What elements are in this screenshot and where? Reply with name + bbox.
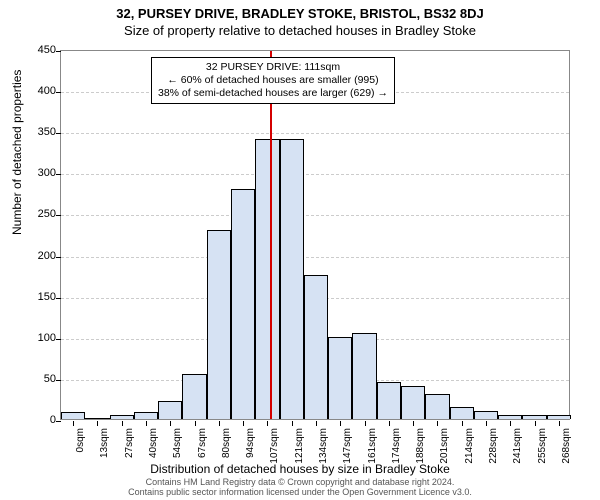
histogram-bar — [547, 415, 571, 419]
annotation-line2: ← 60% of detached houses are smaller (99… — [158, 74, 388, 87]
x-tick-mark — [462, 421, 463, 426]
histogram-bar — [158, 401, 182, 419]
histogram-bar — [352, 333, 376, 419]
y-tick-label: 300 — [12, 167, 56, 179]
annotation-line3: 38% of semi-detached houses are larger (… — [158, 87, 388, 100]
y-tick-label: 250 — [12, 208, 56, 220]
histogram-bar — [231, 189, 255, 419]
x-tick-label: 27sqm — [124, 428, 135, 458]
histogram-bar — [328, 337, 352, 419]
x-tick-mark — [195, 421, 196, 426]
x-tick-mark — [559, 421, 560, 426]
x-tick-label: 201sqm — [439, 428, 450, 464]
histogram-bar — [425, 394, 449, 419]
x-tick-label: 94sqm — [245, 428, 256, 458]
x-tick-mark — [73, 421, 74, 426]
x-tick-mark — [170, 421, 171, 426]
x-tick-mark — [389, 421, 390, 426]
y-tick-mark — [56, 92, 61, 93]
x-tick-label: 214sqm — [464, 428, 475, 464]
chart-title-address: 32, PURSEY DRIVE, BRADLEY STOKE, BRISTOL… — [0, 0, 600, 21]
histogram-bar — [61, 412, 85, 419]
x-axis-label: Distribution of detached houses by size … — [0, 462, 600, 476]
x-tick-label: 134sqm — [318, 428, 329, 464]
x-tick-label: 268sqm — [561, 428, 572, 464]
footer-line2: Contains public sector information licen… — [0, 488, 600, 498]
y-tick-label: 150 — [12, 291, 56, 303]
x-tick-mark — [365, 421, 366, 426]
histogram-bar — [498, 415, 522, 419]
y-tick-mark — [56, 257, 61, 258]
histogram-bar — [85, 418, 109, 419]
histogram-bar — [522, 415, 546, 419]
gridline — [61, 133, 569, 134]
histogram-bar — [474, 411, 498, 419]
x-tick-mark — [219, 421, 220, 426]
histogram-bar — [207, 230, 231, 419]
histogram-bar — [182, 374, 206, 419]
attribution-footer: Contains HM Land Registry data © Crown c… — [0, 478, 600, 498]
reference-line — [270, 51, 272, 419]
x-tick-mark — [292, 421, 293, 426]
x-tick-mark — [316, 421, 317, 426]
y-tick-mark — [56, 174, 61, 175]
histogram-bar — [401, 386, 425, 419]
x-tick-label: 54sqm — [172, 428, 183, 458]
gridline — [61, 174, 569, 175]
x-tick-label: 241sqm — [512, 428, 523, 464]
x-tick-label: 107sqm — [269, 428, 280, 464]
x-tick-label: 40sqm — [148, 428, 159, 458]
x-tick-mark — [122, 421, 123, 426]
x-tick-label: 228sqm — [488, 428, 499, 464]
x-tick-mark — [486, 421, 487, 426]
gridline — [61, 257, 569, 258]
x-tick-label: 13sqm — [99, 428, 110, 458]
histogram-bar — [134, 412, 158, 419]
y-tick-label: 0 — [12, 414, 56, 426]
x-tick-label: 121sqm — [294, 428, 305, 464]
x-tick-mark — [243, 421, 244, 426]
x-tick-mark — [413, 421, 414, 426]
y-tick-mark — [56, 215, 61, 216]
x-tick-mark — [437, 421, 438, 426]
histogram-bar — [377, 382, 401, 419]
y-tick-mark — [56, 380, 61, 381]
x-tick-label: 147sqm — [342, 428, 353, 464]
chart-area: 32 PURSEY DRIVE: 111sqm ← 60% of detache… — [60, 50, 570, 420]
x-tick-mark — [97, 421, 98, 426]
x-tick-label: 255sqm — [537, 428, 548, 464]
y-tick-label: 450 — [12, 44, 56, 56]
x-tick-label: 161sqm — [367, 428, 378, 464]
chart-subtitle: Size of property relative to detached ho… — [0, 21, 600, 38]
y-tick-mark — [56, 339, 61, 340]
x-tick-label: 0sqm — [75, 428, 86, 452]
x-tick-mark — [267, 421, 268, 426]
x-tick-mark — [535, 421, 536, 426]
x-tick-mark — [340, 421, 341, 426]
x-tick-label: 188sqm — [415, 428, 426, 464]
histogram-bar — [280, 139, 304, 419]
histogram-bar — [110, 415, 134, 419]
y-tick-mark — [56, 133, 61, 134]
y-tick-label: 350 — [12, 126, 56, 138]
y-tick-label: 50 — [12, 373, 56, 385]
x-tick-mark — [146, 421, 147, 426]
y-tick-label: 100 — [12, 332, 56, 344]
histogram-bar — [255, 139, 279, 419]
x-tick-mark — [510, 421, 511, 426]
annotation-line1: 32 PURSEY DRIVE: 111sqm — [158, 61, 388, 74]
x-tick-label: 80sqm — [221, 428, 232, 458]
histogram-bar — [450, 407, 474, 419]
histogram-bar — [304, 275, 328, 419]
y-tick-label: 400 — [12, 85, 56, 97]
x-tick-label: 67sqm — [197, 428, 208, 458]
y-tick-label: 200 — [12, 250, 56, 262]
plot-region: 32 PURSEY DRIVE: 111sqm ← 60% of detache… — [60, 50, 570, 420]
y-tick-mark — [56, 51, 61, 52]
x-tick-label: 174sqm — [391, 428, 402, 464]
y-tick-mark — [56, 298, 61, 299]
y-tick-mark — [56, 421, 61, 422]
annotation-box: 32 PURSEY DRIVE: 111sqm ← 60% of detache… — [151, 57, 395, 104]
gridline — [61, 215, 569, 216]
